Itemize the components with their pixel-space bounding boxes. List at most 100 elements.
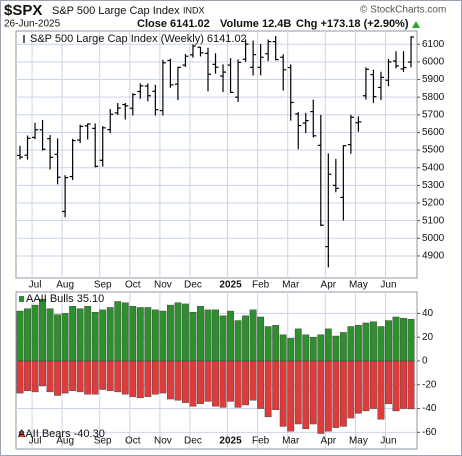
x-tick-label: Oct	[125, 280, 141, 291]
bar	[377, 360, 385, 420]
y-tick-label: 5000	[422, 233, 445, 244]
bar	[392, 360, 400, 412]
y-tick-label: 5300	[422, 180, 445, 191]
bar	[264, 360, 272, 418]
bar	[84, 360, 92, 395]
bar	[204, 360, 212, 402]
x-tick-label: May	[349, 436, 368, 447]
x-tick-label: Aug	[56, 436, 74, 447]
x-tick-label: Apr	[321, 280, 337, 291]
legend-swatch	[19, 431, 24, 437]
bar	[392, 316, 400, 362]
bar	[159, 310, 167, 362]
y-tick-label: 5100	[422, 215, 445, 226]
x-tick-label: Sep	[94, 280, 112, 291]
x-tick-label: Jul	[29, 436, 42, 447]
bar	[121, 302, 129, 362]
bar	[91, 312, 99, 362]
bar	[242, 315, 249, 362]
bar	[76, 360, 84, 393]
bar	[339, 332, 347, 362]
x-tick-label: Apr	[321, 436, 337, 447]
y-tick-label: -40	[422, 403, 437, 414]
bar	[114, 360, 122, 393]
y-tick-label: 5900	[422, 74, 445, 85]
bar	[61, 313, 69, 362]
bar	[385, 360, 392, 405]
bar	[76, 308, 84, 362]
bar	[332, 360, 340, 428]
bar	[279, 360, 287, 427]
bar	[69, 360, 77, 391]
up-arrow	[412, 21, 420, 28]
y-tick-label: 5500	[422, 145, 445, 156]
y-tick-label: 5200	[422, 198, 445, 209]
bar	[189, 360, 197, 407]
bar	[106, 307, 114, 362]
bar	[16, 360, 24, 394]
bar	[257, 360, 265, 409]
index-name: S&P 500 Large Cap Index	[52, 5, 180, 17]
bar	[219, 360, 227, 408]
bar	[234, 360, 242, 408]
bar	[31, 360, 39, 393]
bar	[39, 298, 46, 362]
bar	[106, 360, 114, 391]
symbol: $SPX	[4, 2, 42, 19]
y-tick-label: 5400	[422, 162, 445, 173]
x-tick-label: Dec	[184, 436, 202, 447]
bar	[219, 315, 227, 362]
exchange: INDX	[183, 5, 205, 15]
bar	[174, 360, 182, 401]
bar	[144, 360, 152, 397]
bar	[182, 303, 189, 362]
bar	[332, 335, 340, 362]
y-tick-label: 5600	[422, 127, 445, 138]
legend-label: S&P 500 Large Cap Index (Weekly) 6141.02	[30, 33, 247, 45]
bar	[99, 309, 107, 362]
y-tick-label: 6000	[422, 57, 445, 68]
bar	[31, 304, 39, 362]
bar	[227, 360, 234, 402]
bar	[197, 360, 204, 405]
x-tick-label: Nov	[154, 436, 172, 447]
x-tick-label: Feb	[252, 436, 270, 447]
bar	[99, 360, 107, 390]
x-tick-label: Mar	[282, 280, 300, 291]
bar	[257, 316, 265, 362]
plot-area	[15, 30, 418, 279]
bar	[370, 321, 377, 362]
bar	[309, 360, 317, 425]
bar	[279, 334, 287, 362]
bar	[136, 360, 144, 399]
bar	[189, 312, 197, 362]
bar	[182, 360, 189, 403]
bar	[212, 309, 219, 362]
legend-swatch	[19, 296, 24, 302]
bar	[272, 360, 280, 410]
legend-label: AAII Bulls 35.10	[26, 293, 104, 305]
bar	[400, 317, 407, 362]
bar	[151, 360, 159, 395]
bar	[144, 307, 152, 362]
bar	[385, 320, 392, 362]
bar	[84, 306, 92, 362]
bar	[294, 328, 302, 362]
bar	[324, 328, 332, 362]
date: 26-Jun-2025	[4, 19, 61, 30]
x-tick-label: Jun	[380, 280, 396, 291]
y-tick-label: -60	[422, 427, 437, 438]
bar	[54, 314, 62, 362]
bar	[272, 325, 280, 362]
bar	[249, 309, 257, 362]
bar	[302, 334, 310, 362]
bar	[46, 360, 54, 393]
y-tick-label: 40	[422, 308, 434, 319]
x-tick-label: Jul	[29, 280, 42, 291]
bar	[317, 360, 325, 434]
bar	[91, 360, 99, 395]
bar	[46, 308, 54, 362]
y-tick-label: 0	[422, 356, 428, 367]
bar	[347, 326, 355, 362]
